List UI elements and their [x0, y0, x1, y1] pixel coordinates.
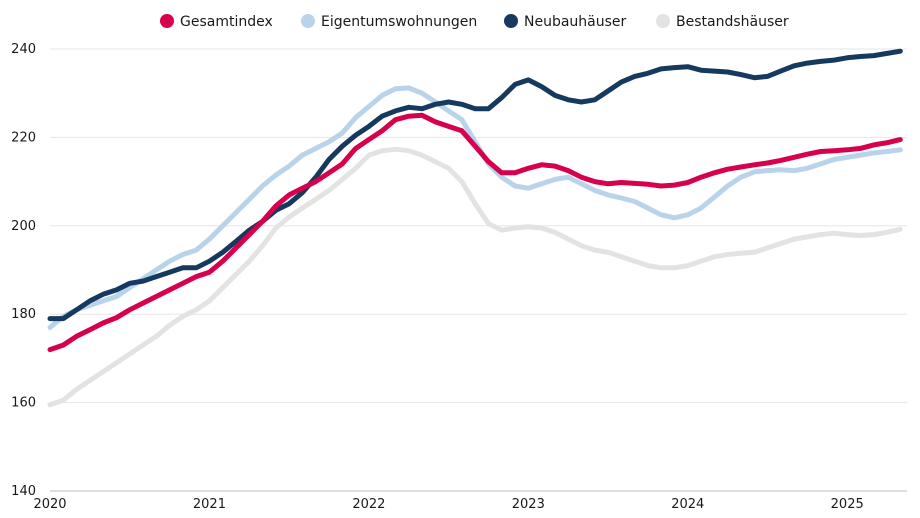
legend-label: Gesamtindex — [180, 14, 273, 30]
x-tick-label: 2021 — [193, 497, 226, 512]
x-tick-label: 2025 — [831, 497, 864, 512]
x-axis: 2020 2021 2022 2023 2024 2025 — [33, 497, 863, 512]
x-tick-label: 2024 — [671, 497, 704, 512]
series-line-gesamtindex — [47, 112, 903, 353]
legend-marker — [656, 14, 670, 28]
series-line-neubauhäuser — [47, 48, 903, 322]
legend: Gesamtindex Eigentumswohnungen Neubauhäuse… — [160, 14, 789, 30]
y-tick-label: 160 — [11, 396, 36, 411]
x-tick-label: 2020 — [33, 497, 66, 512]
legend-marker — [504, 14, 518, 28]
legend-item: Neubauhäuser — [504, 14, 627, 30]
y-tick-label: 140 — [11, 484, 36, 499]
legend-label: Bestandshäuser — [676, 14, 789, 30]
series-line-bestandshäuser — [47, 146, 903, 408]
series-line-eigentumswohnungen — [47, 85, 903, 330]
x-tick-label: 2022 — [352, 497, 385, 512]
y-tick-label: 220 — [11, 130, 36, 145]
y-tick-label: 240 — [11, 42, 36, 57]
legend-marker — [301, 14, 315, 28]
legend-label: Neubauhäuser — [524, 14, 627, 30]
y-tick-label: 180 — [11, 307, 36, 322]
legend-item: Bestandshäuser — [656, 14, 789, 30]
y-axis: 140 160 180 200 220 240 — [11, 42, 36, 499]
legend-item: Gesamtindex — [160, 14, 273, 30]
series-lines — [47, 48, 903, 408]
x-tick-label: 2023 — [512, 497, 545, 512]
legend-item: Eigentumswohnungen — [301, 14, 477, 30]
legend-label: Eigentumswohnungen — [321, 14, 477, 30]
y-tick-label: 200 — [11, 219, 36, 234]
legend-marker — [160, 14, 174, 28]
